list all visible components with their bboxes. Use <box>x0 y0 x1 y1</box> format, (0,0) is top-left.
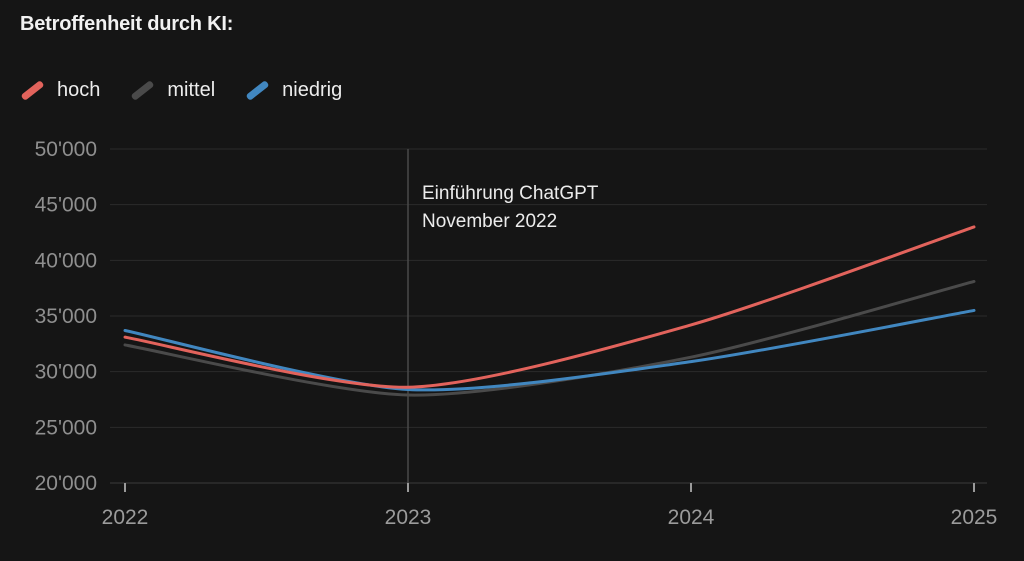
y-tick-label: 50'000 <box>35 138 97 161</box>
chart-title: Betroffenheit durch KI: <box>20 13 234 35</box>
legend-item-niedrig: niedrig <box>245 79 342 102</box>
legend: hoch mittel niedrig <box>20 79 342 102</box>
x-tick-label: 2023 <box>385 506 432 529</box>
legend-label-hoch: hoch <box>57 79 101 101</box>
x-tick-label: 2022 <box>102 506 149 529</box>
chatgpt-annotation: Einführung ChatGPT November 2022 <box>422 180 598 236</box>
y-tick-label: 40'000 <box>35 249 97 272</box>
annotation-line-1: Einführung ChatGPT <box>422 183 599 204</box>
y-tick-label: 20'000 <box>35 472 97 495</box>
y-tick-label: 30'000 <box>35 361 97 384</box>
series-line-hoch <box>123 225 976 389</box>
y-tick-label: 45'000 <box>35 194 97 217</box>
series-line-mittel <box>123 279 976 397</box>
x-tick-label: 2024 <box>668 506 715 529</box>
x-tick-label: 2025 <box>951 506 998 529</box>
annotation-line-2: November 2022 <box>422 211 558 232</box>
legend-label-mittel: mittel <box>167 79 216 101</box>
series-line-niedrig <box>123 308 976 392</box>
legend-item-mittel: mittel <box>130 79 215 102</box>
legend-label-niedrig: niedrig <box>282 79 343 101</box>
y-tick-label: 35'000 <box>35 305 97 328</box>
y-tick-label: 25'000 <box>35 416 97 439</box>
legend-item-hoch: hoch <box>20 79 100 102</box>
